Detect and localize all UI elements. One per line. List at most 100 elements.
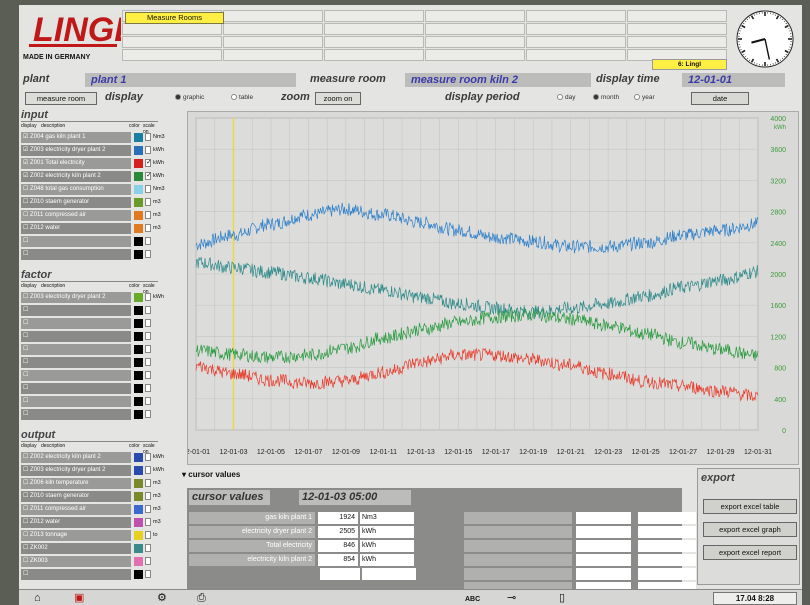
display-graphic-radio[interactable]: graphic	[175, 94, 204, 101]
display-checkbox[interactable]: ☑	[23, 159, 31, 166]
color-swatch[interactable]	[134, 210, 143, 220]
date-button[interactable]: date	[691, 92, 749, 105]
scale-on-checkbox[interactable]	[145, 133, 151, 141]
color-swatch[interactable]	[134, 158, 143, 168]
display-checkbox[interactable]: ☐	[23, 237, 29, 244]
display-checkbox[interactable]: ☐	[23, 397, 29, 404]
display-checkbox[interactable]: ☐	[23, 319, 29, 326]
color-swatch[interactable]	[134, 197, 143, 207]
color-swatch[interactable]	[134, 184, 143, 194]
scale-on-checkbox[interactable]	[145, 504, 151, 513]
color-swatch[interactable]	[134, 396, 143, 406]
factor-row[interactable]: ☐	[21, 304, 158, 317]
display-checkbox[interactable]: ☐	[23, 557, 31, 564]
color-swatch[interactable]	[134, 478, 143, 488]
scale-on-checkbox[interactable]	[145, 517, 151, 526]
display-checkbox[interactable]: ☐	[23, 371, 29, 378]
scale-on-checkbox[interactable]	[145, 184, 151, 193]
display-checkbox[interactable]: ☐	[23, 198, 31, 205]
color-swatch[interactable]	[134, 236, 143, 246]
display-checkbox[interactable]: ☐	[23, 211, 31, 218]
factor-row[interactable]: ☐	[21, 382, 158, 395]
output-row[interactable]: ☐ Z012 water m3	[21, 516, 161, 529]
output-row[interactable]: ☐ Z010 staem generator m3	[21, 490, 161, 503]
display-checkbox[interactable]: ☐	[23, 224, 31, 231]
scale-on-checkbox[interactable]	[145, 543, 151, 552]
logout-door-icon[interactable]: ▯	[559, 592, 566, 604]
display-checkbox[interactable]: ☐	[23, 185, 31, 192]
display-checkbox[interactable]: ☐	[23, 384, 29, 391]
period-year-radio[interactable]: year	[634, 94, 655, 101]
display-checkbox[interactable]: ☑	[23, 146, 31, 153]
scale-on-checkbox[interactable]	[145, 453, 151, 461]
scale-on-checkbox[interactable]	[145, 318, 151, 327]
chart-area[interactable]: 0 400 800 1200 1600 2000 2400 2800 3200 3600 4000 k…	[182, 111, 799, 465]
scale-on-checkbox[interactable]	[145, 383, 151, 392]
display-checkbox[interactable]: ☐	[23, 332, 29, 339]
scale-on-checkbox[interactable]	[145, 249, 151, 258]
display-checkbox[interactable]: ☐	[23, 505, 31, 512]
input-row[interactable]: ☐	[21, 248, 158, 261]
scale-on-checkbox[interactable]	[145, 236, 151, 245]
output-row[interactable]: ☐ Z011 compressed air m3	[21, 503, 161, 516]
color-swatch[interactable]	[134, 543, 143, 553]
measure-room-button[interactable]: measure room	[25, 92, 97, 105]
input-row[interactable]: ☐ Z012 water m3	[21, 222, 161, 235]
color-swatch[interactable]	[134, 331, 143, 341]
display-checkbox[interactable]: ☐	[23, 250, 29, 257]
scale-on-checkbox[interactable]: ✓	[145, 158, 152, 167]
color-swatch[interactable]	[134, 171, 143, 181]
display-checkbox[interactable]: ☐	[23, 492, 31, 499]
scale-on-checkbox[interactable]	[145, 569, 151, 578]
factor-row[interactable]: ☐ Z003 electricity dryer plant 2 kWh	[21, 291, 164, 304]
display-checkbox[interactable]: ☐	[23, 410, 29, 417]
keyboard-icon[interactable]: ABC	[465, 596, 481, 603]
display-checkbox[interactable]: ☐	[23, 479, 31, 486]
display-checkbox[interactable]: ☐	[23, 345, 29, 352]
output-row[interactable]: ☐ Z002 electricity kiln plant 2 kWh	[21, 451, 164, 464]
color-swatch[interactable]	[134, 409, 143, 419]
color-swatch[interactable]	[134, 223, 143, 233]
input-row[interactable]: ☐ Z010 staem generator m3	[21, 196, 161, 209]
input-row[interactable]: ☐	[21, 235, 158, 248]
factor-row[interactable]: ☐	[21, 330, 158, 343]
color-swatch[interactable]	[134, 556, 143, 566]
zoom-on-button[interactable]: zoom on	[315, 92, 361, 105]
display-checkbox[interactable]: ☐	[23, 454, 31, 460]
color-swatch[interactable]	[134, 383, 143, 393]
display-checkbox[interactable]: ☐	[23, 531, 31, 538]
color-swatch[interactable]	[134, 344, 143, 354]
color-swatch[interactable]	[134, 517, 143, 527]
color-swatch[interactable]	[134, 133, 143, 142]
scale-on-checkbox[interactable]	[145, 357, 151, 366]
output-row[interactable]: ☐ ZK002	[21, 542, 158, 555]
color-swatch[interactable]	[134, 569, 143, 579]
measure-rooms-tab[interactable]: Measure Rooms	[125, 12, 224, 24]
color-swatch[interactable]	[134, 465, 143, 475]
color-swatch[interactable]	[134, 249, 143, 259]
key-icon[interactable]: ⊸	[507, 592, 517, 604]
period-day-radio[interactable]: day	[557, 94, 575, 101]
display-checkbox[interactable]: ☐	[23, 466, 31, 473]
scale-on-checkbox[interactable]: ✓	[145, 171, 152, 180]
display-checkbox[interactable]: ☑	[23, 172, 31, 179]
factor-row[interactable]: ☐	[21, 356, 158, 369]
input-row[interactable]: ☑ Z001 Total electricity ✓ kWh	[21, 157, 164, 170]
scale-on-checkbox[interactable]	[145, 210, 151, 219]
display-time-field[interactable]: 12-01-01	[682, 73, 785, 87]
display-checkbox[interactable]: ☐	[23, 358, 29, 365]
color-swatch[interactable]	[134, 318, 143, 328]
scale-on-checkbox[interactable]	[145, 223, 151, 232]
display-checkbox[interactable]: ☐	[23, 306, 29, 313]
color-swatch[interactable]	[134, 357, 143, 367]
scale-on-checkbox[interactable]	[145, 145, 151, 154]
display-checkbox[interactable]: ☐	[23, 570, 29, 577]
scale-on-checkbox[interactable]	[145, 305, 151, 314]
export-excel-report-button[interactable]: export excel report	[703, 545, 797, 560]
color-swatch[interactable]	[134, 530, 143, 540]
factor-row[interactable]: ☐	[21, 408, 158, 421]
scale-on-checkbox[interactable]	[145, 293, 151, 301]
input-row[interactable]: ☑ Z003 electricity dryer plant 2 kWh	[21, 144, 164, 157]
scale-on-checkbox[interactable]	[145, 530, 151, 539]
scale-on-checkbox[interactable]	[145, 331, 151, 340]
